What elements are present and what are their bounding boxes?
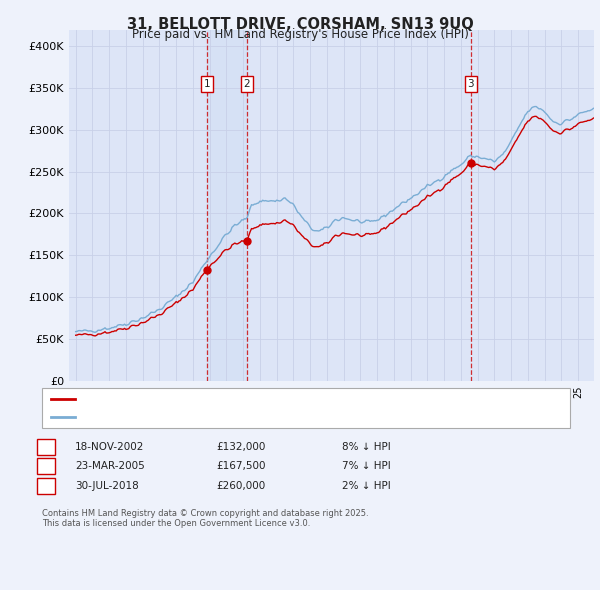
Text: 2% ↓ HPI: 2% ↓ HPI xyxy=(342,481,391,490)
Text: 2: 2 xyxy=(244,79,250,89)
Text: 23-MAR-2005: 23-MAR-2005 xyxy=(75,461,145,471)
Text: 7% ↓ HPI: 7% ↓ HPI xyxy=(342,461,391,471)
Text: 2: 2 xyxy=(42,461,49,471)
Text: 31, BELLOTT DRIVE, CORSHAM, SN13 9UQ: 31, BELLOTT DRIVE, CORSHAM, SN13 9UQ xyxy=(127,17,473,31)
Text: 8% ↓ HPI: 8% ↓ HPI xyxy=(342,442,391,451)
Text: £132,000: £132,000 xyxy=(216,442,265,451)
Text: Contains HM Land Registry data © Crown copyright and database right 2025.
This d: Contains HM Land Registry data © Crown c… xyxy=(42,509,368,528)
Text: HPI: Average price, semi-detached house, Wiltshire: HPI: Average price, semi-detached house,… xyxy=(79,411,347,421)
Text: 3: 3 xyxy=(467,79,474,89)
Text: 1: 1 xyxy=(203,79,210,89)
Text: 31, BELLOTT DRIVE, CORSHAM, SN13 9UQ (semi-detached house): 31, BELLOTT DRIVE, CORSHAM, SN13 9UQ (se… xyxy=(79,394,422,404)
Text: 30-JUL-2018: 30-JUL-2018 xyxy=(75,481,139,490)
Text: 18-NOV-2002: 18-NOV-2002 xyxy=(75,442,145,451)
Text: 1: 1 xyxy=(42,442,49,451)
Bar xyxy=(207,30,247,381)
Text: £167,500: £167,500 xyxy=(216,461,265,471)
Text: Price paid vs. HM Land Registry's House Price Index (HPI): Price paid vs. HM Land Registry's House … xyxy=(131,28,469,41)
Text: £260,000: £260,000 xyxy=(216,481,265,490)
Text: 3: 3 xyxy=(42,481,49,490)
